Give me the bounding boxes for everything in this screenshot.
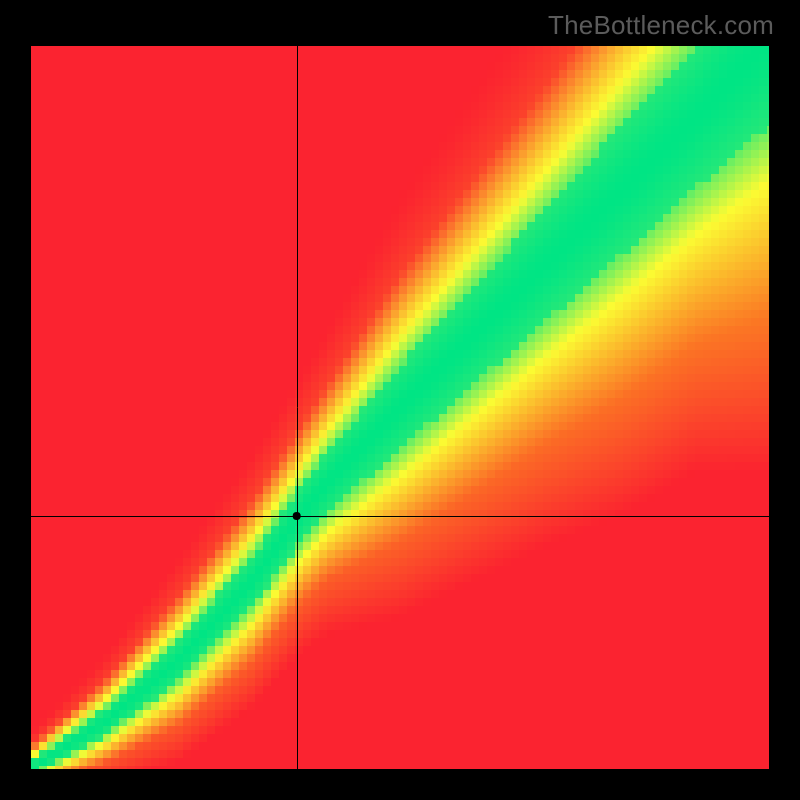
chart-container: TheBottleneck.com bbox=[0, 0, 800, 800]
heatmap-canvas bbox=[0, 0, 800, 800]
watermark-text: TheBottleneck.com bbox=[548, 10, 774, 41]
